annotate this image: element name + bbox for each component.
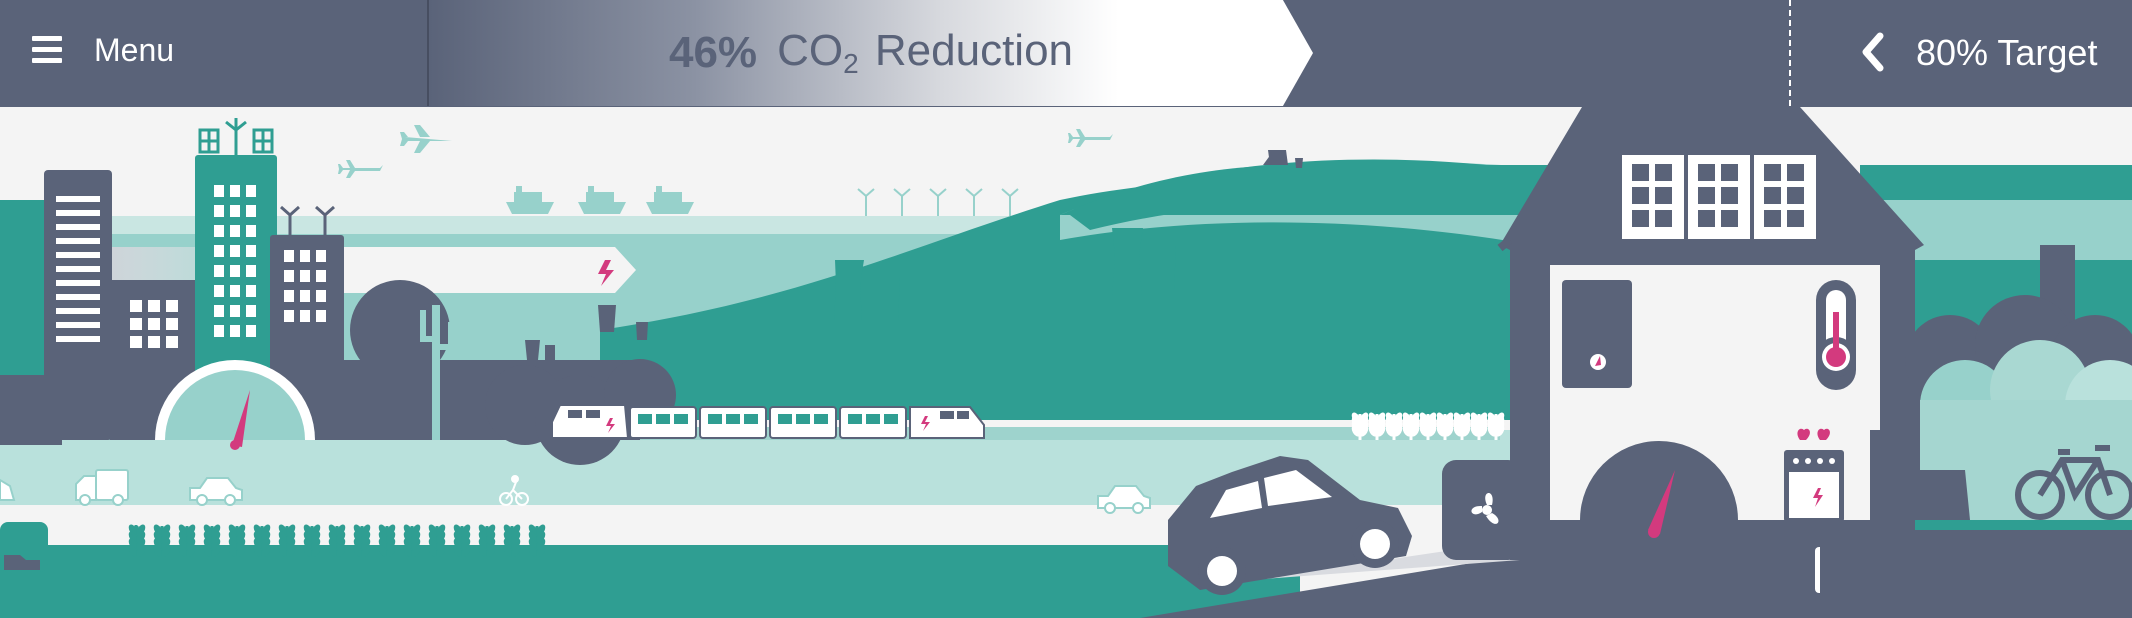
stove-icon	[1784, 428, 1844, 522]
target-button[interactable]: 80% Target	[1792, 0, 2132, 106]
crop-icon	[128, 524, 146, 568]
thermometer-icon	[1816, 280, 1856, 390]
top-bar: Menu 46% CO2 Reduction 80% Target	[0, 0, 2132, 107]
crop-icon	[528, 524, 546, 568]
wind-turbine-icon	[225, 118, 247, 155]
city-skyline	[0, 118, 676, 465]
crop-icon	[303, 524, 321, 568]
solar-panel-icon	[1622, 155, 1816, 239]
cargo-ship-icon	[506, 186, 694, 214]
car-icon	[1097, 485, 1151, 514]
airplane-icon	[338, 125, 1113, 178]
crop-icon	[403, 524, 421, 568]
cyclist-icon	[499, 475, 529, 506]
hamburger-icon	[32, 36, 62, 66]
fan-icon	[1471, 492, 1499, 524]
bicycle-icon	[2015, 445, 2132, 520]
truck-icon	[75, 469, 129, 506]
wind-turbine-icon	[857, 188, 1019, 216]
office-building-icon	[44, 170, 112, 440]
power-plant-icon	[834, 150, 1303, 320]
crop-icon	[353, 524, 371, 568]
crop-icon	[453, 524, 471, 568]
boiler	[1562, 280, 1632, 388]
progress-label: CO2 Reduction	[777, 26, 1074, 79]
progress-percent: 46%	[668, 28, 758, 77]
tree-cluster	[1905, 295, 2132, 520]
lightning-icon	[598, 260, 614, 286]
crop-icon	[178, 524, 196, 568]
electric-train-icon	[551, 404, 985, 439]
crop-field-icon	[1351, 412, 1505, 440]
co2-reduction-progress: 46% CO2 Reduction	[429, 0, 1313, 106]
crop-icon	[1487, 412, 1505, 440]
progress-text: 46% CO2 Reduction	[429, 0, 1313, 106]
menu-label: Menu	[94, 32, 175, 68]
crop-icon	[1385, 412, 1403, 440]
speedometer-icon	[155, 360, 315, 450]
crop-icon	[278, 524, 296, 568]
crop-icon	[1453, 412, 1471, 440]
target-marker-divider	[1789, 0, 1791, 106]
crop-icon	[1351, 412, 1369, 440]
house-illustration	[1442, 107, 1924, 560]
city-scene-illustration	[0, 107, 2132, 618]
crop-icon	[228, 524, 246, 568]
progress-bar-fill	[429, 0, 1313, 106]
chevron-left-icon	[1862, 32, 1884, 72]
crop-icon	[1419, 412, 1437, 440]
solar-panel-icon	[198, 128, 274, 154]
car-icon	[0, 478, 16, 501]
crop-icon	[378, 524, 396, 568]
car-icon	[1168, 456, 1412, 595]
crop-icon	[1470, 412, 1488, 440]
crop-icon	[1368, 412, 1386, 440]
divider	[427, 0, 429, 106]
crop-icon	[153, 524, 171, 568]
crop-field-icon	[128, 524, 546, 568]
crop-icon	[503, 524, 521, 568]
crop-icon	[478, 524, 496, 568]
crop-icon	[1402, 412, 1420, 440]
crop-icon	[428, 524, 446, 568]
menu-button[interactable]: Menu	[0, 0, 428, 106]
crop-icon	[203, 524, 221, 568]
crop-icon	[328, 524, 346, 568]
wind-turbine-icon	[280, 205, 335, 236]
crop-icon	[253, 524, 271, 568]
cactus-icon	[420, 305, 454, 440]
car-icon	[189, 477, 243, 506]
crop-icon	[1436, 412, 1454, 440]
target-label: 80% Target	[1916, 32, 2098, 73]
